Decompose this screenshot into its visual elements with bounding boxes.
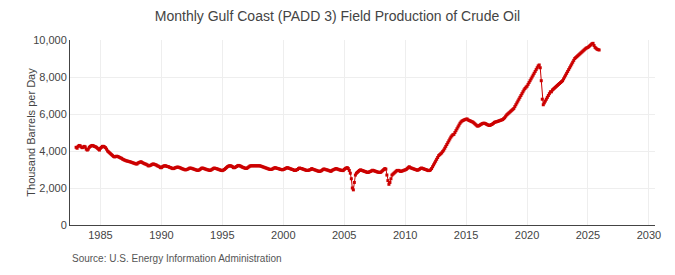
svg-text:10,000: 10,000 [33,34,67,46]
svg-text:2005: 2005 [332,229,356,241]
svg-text:Thousand Barrels per Day: Thousand Barrels per Day [25,68,37,197]
svg-text:2025: 2025 [576,229,600,241]
svg-text:4,000: 4,000 [39,145,67,157]
svg-text:2,000: 2,000 [39,182,67,194]
svg-text:2000: 2000 [271,229,295,241]
svg-text:1985: 1985 [88,229,112,241]
svg-text:2020: 2020 [515,229,539,241]
svg-text:8,000: 8,000 [39,71,67,83]
svg-text:Source: U.S. Energy Informatio: Source: U.S. Energy Information Administ… [72,253,282,264]
svg-text:2010: 2010 [393,229,417,241]
svg-text:2030: 2030 [637,229,661,241]
svg-text:2015: 2015 [454,229,478,241]
svg-text:1995: 1995 [210,229,234,241]
svg-text:1990: 1990 [149,229,173,241]
svg-text:0: 0 [61,219,67,231]
svg-text:6,000: 6,000 [39,108,67,120]
svg-text:Monthly Gulf Coast (PADD 3) Fi: Monthly Gulf Coast (PADD 3) Field Produc… [155,8,520,24]
